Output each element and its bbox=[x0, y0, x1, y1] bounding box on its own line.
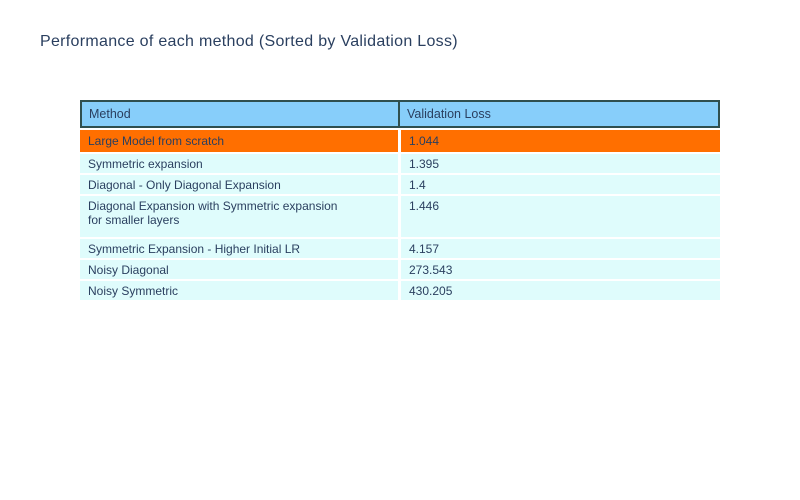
method-cell: Noisy Symmetric bbox=[80, 281, 398, 300]
loss-cell: 1.395 bbox=[401, 154, 720, 173]
table-row-noisy-diagonal: Noisy Diagonal 273.543 bbox=[80, 260, 720, 279]
table-row-diagonal-expansion-with-symmetric: Diagonal Expansion with Symmetric expans… bbox=[80, 196, 720, 237]
loss-cell: 273.543 bbox=[401, 260, 720, 279]
method-cell: Noisy Diagonal bbox=[80, 260, 398, 279]
table-row-symmetric-expansion-higher-initial-lr: Symmetric Expansion - Higher Initial LR … bbox=[80, 239, 720, 258]
results-table: Method Validation Loss Large Model from … bbox=[80, 100, 720, 302]
table-row-diagonal-only-diagonal-expansion: Diagonal - Only Diagonal Expansion 1.4 bbox=[80, 175, 720, 194]
table-row-large-model-from-scratch: Large Model from scratch 1.044 bbox=[80, 130, 720, 152]
column-header-validation-loss: Validation Loss bbox=[400, 102, 718, 126]
method-cell: Symmetric expansion bbox=[80, 154, 398, 173]
chart-title: Performance of each method (Sorted by Va… bbox=[40, 33, 458, 50]
table-header-row: Method Validation Loss bbox=[80, 100, 720, 128]
method-cell: Symmetric Expansion - Higher Initial LR bbox=[80, 239, 398, 258]
loss-cell: 4.157 bbox=[401, 239, 720, 258]
loss-cell: 1.4 bbox=[401, 175, 720, 194]
loss-cell: 1.044 bbox=[401, 130, 720, 152]
loss-cell: 430.205 bbox=[401, 281, 720, 300]
column-header-method: Method bbox=[82, 102, 400, 126]
table-row-noisy-symmetric: Noisy Symmetric 430.205 bbox=[80, 281, 720, 300]
loss-cell: 1.446 bbox=[401, 196, 720, 237]
method-cell: Diagonal - Only Diagonal Expansion bbox=[80, 175, 398, 194]
method-cell: Large Model from scratch bbox=[80, 130, 398, 152]
method-cell: Diagonal Expansion with Symmetric expans… bbox=[80, 196, 398, 237]
table-row-symmetric-expansion: Symmetric expansion 1.395 bbox=[80, 154, 720, 173]
